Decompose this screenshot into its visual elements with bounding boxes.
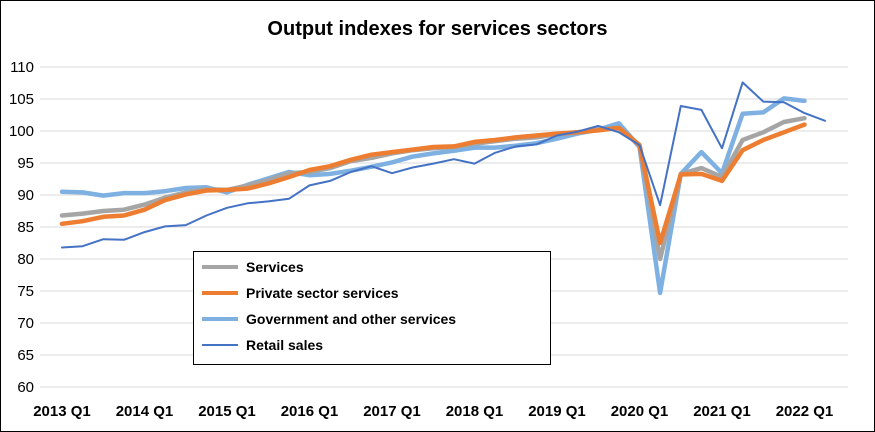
x-tick-label: 2013 Q1 [33, 403, 91, 420]
y-tick-label: 70 [17, 315, 34, 332]
legend-item-services: Services [202, 258, 304, 276]
y-tick-label: 90 [17, 187, 34, 204]
legend-label-government-and-other-services: Government and other services [246, 311, 457, 327]
y-tick-label: 105 [9, 91, 34, 108]
legend-label-retail-sales: Retail sales [246, 337, 324, 353]
y-tick-label: 100 [9, 123, 34, 140]
y-tick-label: 60 [17, 379, 34, 396]
series-line-private-sector-services [59, 122, 807, 246]
x-axis-ticks: 2013 Q1 2014 Q1 2015 Q1 2016 Q1 2017 Q1 2018 … [33, 403, 833, 420]
legend-swatch-government-and-other-services [202, 317, 238, 321]
y-tick-label: 75 [17, 283, 34, 300]
legend-swatch-services [202, 265, 238, 269]
legend-item-government-and-other-services: Government and other services [202, 310, 456, 328]
x-tick-label: 2016 Q1 [281, 403, 339, 420]
x-tick-label: 2022 Q1 [776, 403, 834, 420]
y-tick-label: 80 [17, 251, 34, 268]
legend-item-retail-sales: Retail sales [202, 336, 323, 354]
legend-label-services: Services [246, 259, 304, 275]
x-tick-label: 2014 Q1 [116, 403, 174, 420]
y-axis-ticks: 60 65 70 75 80 85 90 95 100 105 110 [9, 59, 34, 396]
x-tick-label: 2017 Q1 [363, 403, 421, 420]
x-tick-label: 2019 Q1 [528, 403, 586, 420]
y-tick-label: 85 [17, 219, 34, 236]
legend-label-private-sector-services: Private sector services [246, 285, 399, 301]
x-tick-label: 2020 Q1 [611, 403, 669, 420]
series-line-retail-sales [61, 81, 827, 249]
y-tick-label: 65 [17, 347, 34, 364]
x-tick-label: 2021 Q1 [693, 403, 751, 420]
y-tick-label: 95 [17, 155, 34, 172]
series-lines [59, 81, 827, 296]
legend: Services Private sector services Governm… [193, 251, 551, 365]
legend-item-private-sector-services: Private sector services [202, 284, 399, 302]
y-tick-label: 110 [10, 59, 34, 76]
x-tick-label: 2015 Q1 [198, 403, 256, 420]
chart-title: Output indexes for services sectors [267, 18, 608, 40]
legend-swatch-private-sector-services [202, 291, 238, 295]
x-tick-label: 2018 Q1 [446, 403, 504, 420]
legend-swatch-retail-sales [202, 344, 238, 346]
